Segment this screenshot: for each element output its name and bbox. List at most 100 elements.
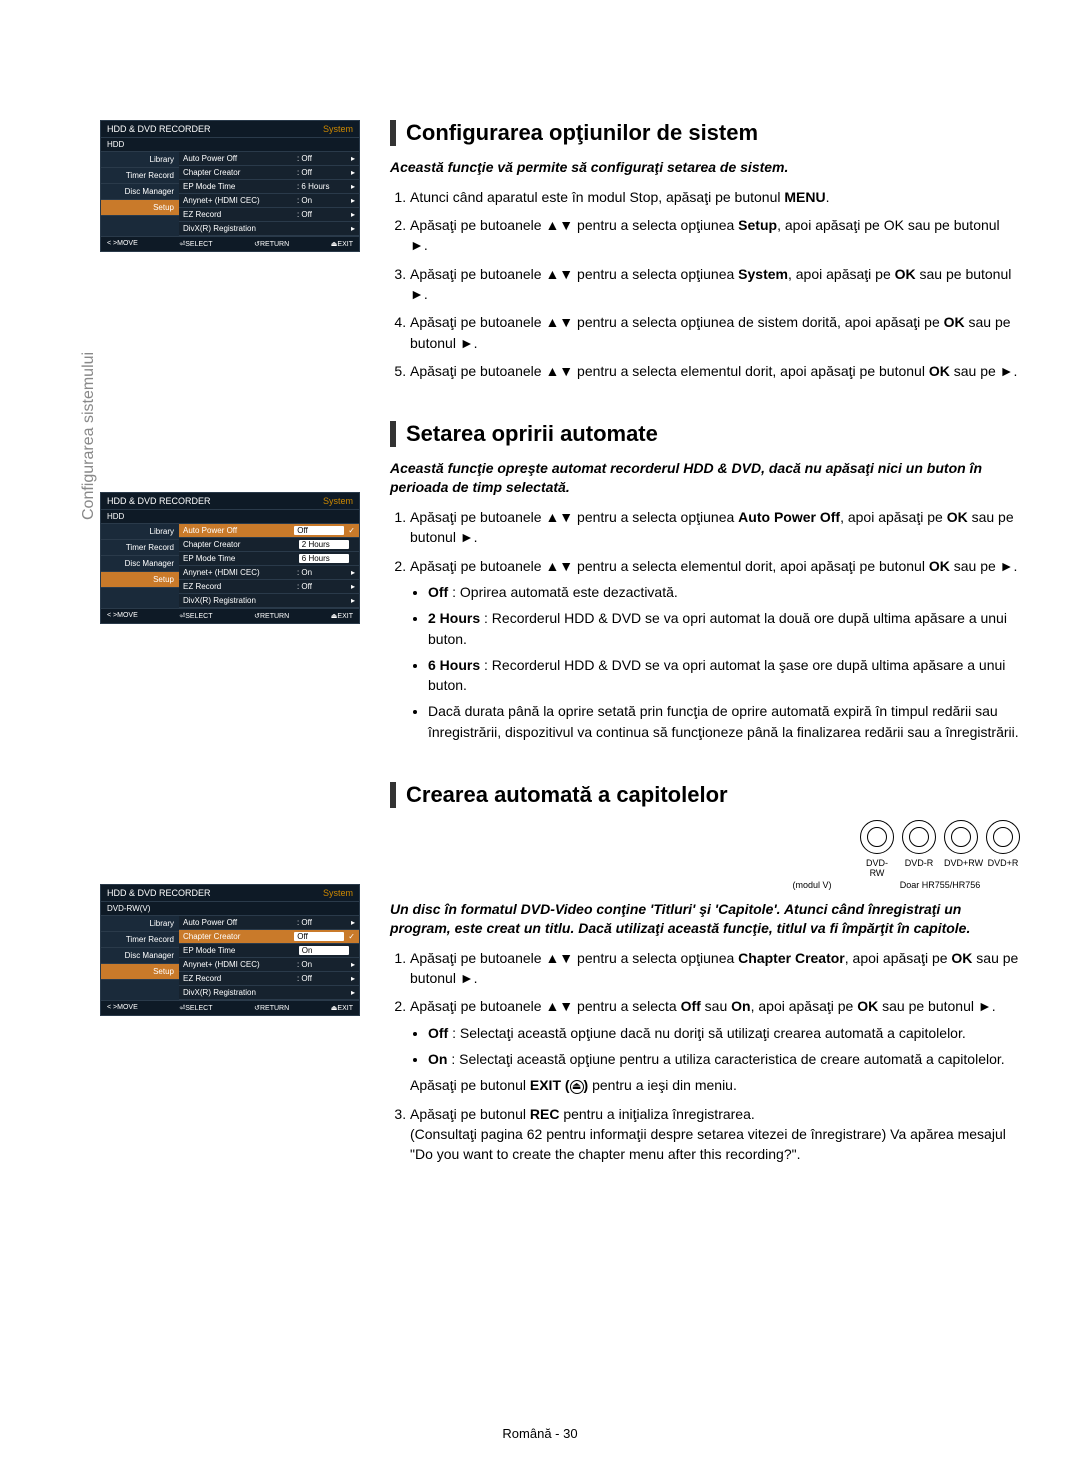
section-intro: Un disc în formatul DVD-Video conţine 'T… xyxy=(390,900,1020,938)
heading-bar-icon xyxy=(390,782,396,808)
osd-title: HDD & DVD RECORDER xyxy=(107,124,211,134)
steps-list: Apăsaţi pe butoanele ▲▼ pentru a selecta… xyxy=(390,507,1020,742)
osd-menu-row: DivX(R) Registration▸ xyxy=(179,222,359,236)
osd-row-value: : Off xyxy=(297,168,347,177)
disc-label: DVD-R xyxy=(902,858,936,878)
osd-menu-row: EZ Record: Off▸ xyxy=(179,580,359,594)
osd-footer-hint: ⏎SELECT xyxy=(179,1004,212,1012)
osd-footer-hint: ↺RETURN xyxy=(254,1004,289,1012)
osd-footer-hint: ↺RETURN xyxy=(254,240,289,248)
disc-type-note: (modul V) Doar HR755/HR756 xyxy=(390,880,1020,890)
osd-row-label: Anynet+ (HDMI CEC) xyxy=(183,196,297,205)
left-column: HDD & DVD RECORDERSystemHDDLibraryTimer … xyxy=(60,120,360,1204)
osd-menu-row: EZ Record: Off ▸ xyxy=(179,972,359,986)
osd-row-label: Chapter Creator xyxy=(183,932,294,941)
osd-row-label: Anynet+ (HDMI CEC) xyxy=(183,960,297,969)
bullet-list: Off : Oprirea automată este dezactivată.… xyxy=(410,582,1020,742)
osd-menu-row: Anynet+ (HDMI CEC): On▸ xyxy=(179,958,359,972)
steps-list: Apăsaţi pe butoanele ▲▼ pentru a selecta… xyxy=(390,948,1020,1165)
osd-row-value: : Off xyxy=(297,918,347,927)
section-title: Setarea opririi automate xyxy=(406,421,658,447)
osd-footer-hint: < >MOVE xyxy=(107,612,138,620)
osd-menu-row: Auto Power OffOff✓ xyxy=(179,524,359,538)
bullet-item: 6 Hours : Recorderul HDD & DVD se va opr… xyxy=(428,655,1020,696)
osd-nav-item: Timer Record xyxy=(101,932,179,948)
osd-footer-hint: < >MOVE xyxy=(107,1004,138,1012)
osd-screenshot-1: HDD & DVD RECORDERSystemHDDLibraryTimer … xyxy=(100,120,360,252)
osd-row-value: : Off xyxy=(297,210,347,219)
chevron-right-icon: ▸ xyxy=(351,918,355,927)
heading-bar-icon xyxy=(390,421,396,447)
heading-bar-icon xyxy=(390,120,396,146)
osd-row-label: Auto Power Off xyxy=(183,526,294,535)
osd-footer-hint: ⏏EXIT xyxy=(331,612,353,620)
osd-menu-row: Auto Power Off: Off▸ xyxy=(179,152,359,166)
osd-menu-row: EP Mode Time: 6 Hours ▸ xyxy=(179,180,359,194)
side-tab-label: Configurarea sistemului xyxy=(80,352,98,520)
osd-row-value: 2 Hours xyxy=(299,540,349,549)
section-heading: Crearea automată a capitolelor xyxy=(390,782,1020,808)
page-footer: Română - 30 xyxy=(0,1426,1080,1441)
osd-nav-item: Disc Manager xyxy=(101,948,179,964)
osd-row-label: EZ Record xyxy=(183,974,297,983)
osd-row-label: EP Mode Time xyxy=(183,946,299,955)
osd-screenshot-2: HDD & DVD RECORDERSystemHDDLibraryTimer … xyxy=(100,492,360,624)
osd-row-label: DivX(R) Registration xyxy=(183,596,297,605)
section-heading: Configurarea opţiunilor de sistem xyxy=(390,120,1020,146)
osd-row-value: : Off xyxy=(297,154,347,163)
osd-menu-row: Anynet+ (HDMI CEC): On▸ xyxy=(179,566,359,580)
step-item: Apăsaţi pe butoanele ▲▼ pentru a selecta… xyxy=(410,507,1020,548)
disc-icon xyxy=(902,820,936,854)
bullet-item: Dacă durata până la oprire setată prin f… xyxy=(428,701,1020,742)
chevron-right-icon: ▸ xyxy=(351,988,355,997)
osd-row-value: : Off xyxy=(297,582,347,591)
chevron-right-icon: ▸ xyxy=(351,582,355,591)
chevron-right-icon: ▸ xyxy=(351,960,355,969)
osd-nav-item: Disc Manager xyxy=(101,184,179,200)
disc-type-labels: DVD-RWDVD-RDVD+RWDVD+R xyxy=(390,858,1020,878)
step-item: Atunci când aparatul este în modul Stop,… xyxy=(410,187,1020,207)
disc-note-left: (modul V) xyxy=(772,880,852,890)
osd-nav-item: Library xyxy=(101,916,179,932)
osd-menu-row: EP Mode TimeOn xyxy=(179,944,359,958)
step-item: Apăsaţi pe butoanele ▲▼ pentru a selecta… xyxy=(410,948,1020,989)
osd-row-label: EP Mode Time xyxy=(183,182,297,191)
section-title: Crearea automată a capitolelor xyxy=(406,782,728,808)
osd-footer-hint: ⏏EXIT xyxy=(331,1004,353,1012)
chevron-right-icon: ▸ xyxy=(351,196,355,205)
step-item: Apăsaţi pe butoanele ▲▼ pentru a selecta… xyxy=(410,996,1020,1095)
osd-menu-row: DivX(R) Registration ▸ xyxy=(179,594,359,608)
osd-nav-item: Disc Manager xyxy=(101,556,179,572)
osd-row-value: : On xyxy=(297,196,347,205)
step-item: Apăsaţi pe butoanele ▲▼ pentru a selecta… xyxy=(410,361,1020,381)
osd-menu-row: Chapter Creator: Off▸ xyxy=(179,166,359,180)
bullet-item: On : Selectaţi această opţiune pentru a … xyxy=(428,1049,1020,1069)
chevron-right-icon: ▸ xyxy=(351,182,355,191)
page-layout: HDD & DVD RECORDERSystemHDDLibraryTimer … xyxy=(60,120,1020,1204)
bullet-item: Off : Selectaţi această opţiune dacă nu … xyxy=(428,1023,1020,1043)
osd-nav-item: Library xyxy=(101,152,179,168)
step-item: Apăsaţi pe butoanele ▲▼ pentru a selecta… xyxy=(410,312,1020,353)
osd-row-value: : 6 Hours xyxy=(297,182,347,191)
osd-title-category: System xyxy=(323,124,353,134)
chevron-right-icon: ▸ xyxy=(351,210,355,219)
osd-menu-row: Chapter CreatorOff✓ xyxy=(179,930,359,944)
osd-footer-hint: < >MOVE xyxy=(107,240,138,248)
osd-row-label: EZ Record xyxy=(183,210,297,219)
section-title: Configurarea opţiunilor de sistem xyxy=(406,120,758,146)
osd-title-category: System xyxy=(323,888,353,898)
chevron-right-icon: ▸ xyxy=(351,596,355,605)
osd-row-label: DivX(R) Registration xyxy=(183,224,297,233)
osd-title: HDD & DVD RECORDER xyxy=(107,888,211,898)
disc-icon xyxy=(944,820,978,854)
osd-row-label: Anynet+ (HDMI CEC) xyxy=(183,568,297,577)
osd-title: HDD & DVD RECORDER xyxy=(107,496,211,506)
osd-subtitle: DVD-RW(V) xyxy=(101,902,359,916)
chevron-right-icon: ▸ xyxy=(351,154,355,163)
step-item: Apăsaţi pe butoanele ▲▼ pentru a selecta… xyxy=(410,264,1020,305)
right-column: Configurarea opţiunilor de sistem Aceast… xyxy=(390,120,1020,1204)
osd-row-value: : Off xyxy=(297,974,347,983)
osd-footer-hint: ↺RETURN xyxy=(254,612,289,620)
chevron-right-icon: ▸ xyxy=(351,974,355,983)
osd-menu-row: EP Mode Time6 Hours xyxy=(179,552,359,566)
